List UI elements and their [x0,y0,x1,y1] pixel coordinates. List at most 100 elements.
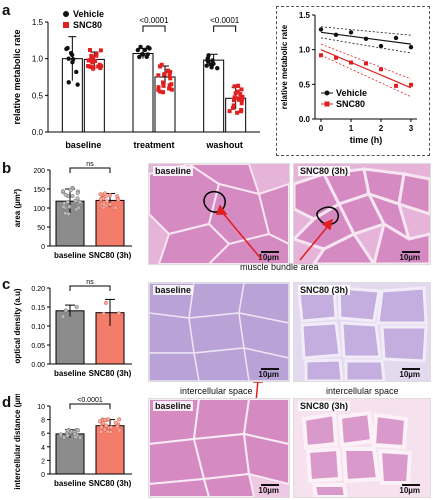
data-point [156,85,161,90]
micrograph-c-baseline: baseline 10µm [148,282,290,382]
significance-bracket [69,167,111,173]
data-point [208,62,214,67]
data-point [167,73,172,78]
scale-bar [402,368,420,370]
bar-snc80 [95,199,125,247]
data-point [236,83,241,88]
significance-bracket [69,285,111,291]
data-point [231,98,236,103]
micrograph-label: baseline [153,166,194,176]
data-point [101,311,106,316]
data-point [63,308,68,313]
y-tick-label: 0.00 [31,362,45,369]
micrograph-tissue [149,164,289,264]
legend-label: Vehicle [73,9,104,19]
data-point [66,211,71,216]
x-tick-label: baseline [54,251,87,260]
data-point [73,198,78,203]
micrograph-tissue [149,399,289,497]
data-point [116,197,121,202]
data-point [107,193,112,198]
data-point [75,196,80,201]
data-point [156,87,161,92]
data-point [74,69,79,75]
data-point [103,300,108,305]
data-point [86,58,91,63]
data-point [232,84,237,89]
y-tick-label: 6 [41,431,45,438]
significance-bracket [142,25,166,32]
data-point [69,52,75,58]
bar-baseline [55,433,85,475]
data-point [103,418,108,423]
legend-marker-snc80 [324,101,330,107]
chart-a-metabolic-bar: 0.0 0.5 1.0 1.5 relative metabolic rate basel… [12,9,260,150]
data-point [63,192,68,197]
significance-label: <0.0001 [210,16,240,25]
data-point [117,417,122,422]
significance-bracket [213,25,237,32]
data-point [75,82,80,87]
micrograph-tissue [149,283,289,381]
data-point [230,105,235,110]
y-axis-label: relative metabolic rate [12,29,22,124]
x-tick-label: SNC80 (3h) [89,369,132,378]
data-point [334,55,338,60]
y-tick-label: 0 [41,244,45,251]
data-point [97,62,102,67]
legend-label: SNC80 [336,99,365,109]
y-tick-label: 0.5 [32,91,44,100]
data-point [115,424,120,429]
legend-marker-snc80 [63,22,69,28]
data-point [233,91,238,96]
legend-label: SNC80 [73,20,102,30]
x-tick-label: baseline [54,479,87,488]
data-point [394,83,398,88]
data-point [319,53,323,58]
data-point [115,194,120,199]
micrograph-tissue [294,167,430,264]
data-point [65,428,70,433]
y-tick-label: 10 [37,404,45,411]
data-point [364,61,368,66]
data-point [239,107,244,112]
data-point [61,204,66,209]
data-point [99,425,104,430]
data-point [90,60,95,65]
data-point [101,205,106,210]
data-point [77,200,82,205]
scale-label: 10µm [399,486,420,495]
scale-label: 10µm [258,253,279,262]
micrograph-label: SNC80 (3h) [298,401,351,411]
data-point [109,425,114,430]
micrograph-d-snc80: SNC80 (3h) 10µm [293,398,431,498]
y-tick-label: 0.0 [299,115,311,124]
data-point [102,191,107,196]
fit-line-snc80 [320,49,412,89]
scale-label: 10µm [258,370,279,379]
data-point [70,59,75,65]
data-point [231,103,236,108]
chart-b-area-bar: 0 50 100 150 200 area (µm²) baseline SNC80 (3h)… [13,161,132,260]
data-point [238,92,243,97]
data-point [333,32,339,38]
significance-bracket [69,403,111,409]
legend-marker-vehicle [324,90,330,96]
y-tick-label: 50 [37,225,45,232]
data-point [168,76,173,81]
y-tick-label: 0.5 [299,80,311,89]
data-point [137,54,142,60]
data-point [235,110,240,115]
y-tick-label: 1.0 [299,46,311,55]
y-tick-label: 1.5 [32,18,44,27]
data-point [161,80,166,85]
data-point [86,64,91,69]
data-point [113,420,118,425]
x-tick-label: washout [205,140,243,150]
chart-d-intercellular-bar: 0 2 4 6 8 10 intercellular distance (µm) baseli… [13,394,132,490]
data-point [165,68,170,73]
data-point [239,101,244,106]
data-point [67,204,72,209]
data-point [210,58,215,63]
micrograph-c-snc80: SNC80 (3h) 10µm [293,282,431,382]
